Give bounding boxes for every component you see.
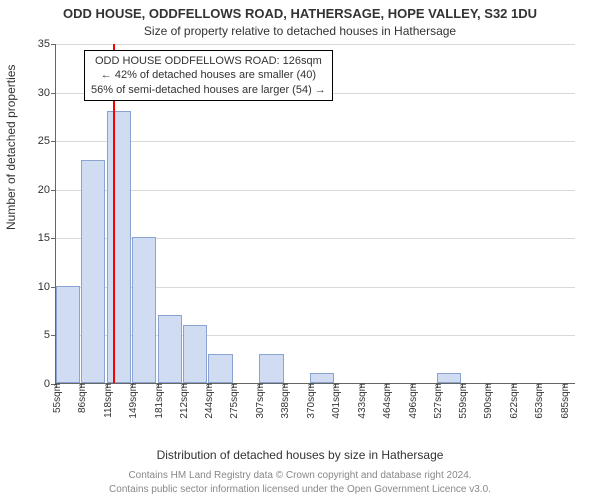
xtick-label: 590sqm: [483, 383, 494, 419]
title-sub: Size of property relative to detached ho…: [0, 24, 600, 38]
ytick-mark: [51, 44, 56, 45]
grid-line: [56, 141, 575, 142]
xtick-label: 307sqm: [255, 383, 266, 419]
ytick-mark: [51, 93, 56, 94]
grid-line: [56, 190, 575, 191]
ytick-mark: [51, 190, 56, 191]
xtick-label: 244sqm: [204, 383, 215, 419]
ytick-label: 30: [38, 87, 50, 99]
xtick-label: 149sqm: [128, 383, 139, 419]
histogram-bar: [310, 373, 334, 383]
footer-line2: Contains public sector information licen…: [0, 483, 600, 497]
ytick-label: 0: [44, 378, 50, 390]
xtick-label: 181sqm: [154, 383, 165, 419]
xtick-label: 464sqm: [382, 383, 393, 419]
ytick-label: 5: [44, 329, 50, 341]
y-axis-label: Number of detached properties: [4, 65, 18, 230]
xtick-label: 401sqm: [331, 383, 342, 419]
title-main: ODD HOUSE, ODDFELLOWS ROAD, HATHERSAGE, …: [0, 6, 600, 21]
xtick-label: 559sqm: [458, 383, 469, 419]
footer-text: Contains HM Land Registry data © Crown c…: [0, 469, 600, 496]
xtick-label: 55sqm: [52, 383, 63, 413]
xtick-label: 527sqm: [433, 383, 444, 419]
histogram-bar: [437, 373, 461, 383]
histogram-bar: [259, 354, 283, 383]
xtick-label: 433sqm: [357, 383, 368, 419]
xtick-label: 370sqm: [306, 383, 317, 419]
annotation-line2: ← 42% of detached houses are smaller (40…: [91, 68, 326, 82]
ytick-label: 15: [38, 232, 50, 244]
ytick-mark: [51, 238, 56, 239]
histogram-bar: [107, 111, 131, 383]
ytick-label: 35: [38, 38, 50, 50]
histogram-bar: [208, 354, 232, 383]
histogram-bar: [56, 286, 80, 383]
histogram-bar: [183, 325, 207, 383]
xtick-label: 212sqm: [179, 383, 190, 419]
histogram-bar: [132, 237, 156, 383]
ytick-mark: [51, 141, 56, 142]
ytick-label: 20: [38, 184, 50, 196]
chart-container: ODD HOUSE, ODDFELLOWS ROAD, HATHERSAGE, …: [0, 0, 600, 500]
ytick-label: 10: [38, 281, 50, 293]
xtick-label: 685sqm: [560, 383, 571, 419]
xtick-label: 653sqm: [534, 383, 545, 419]
annotation-line1: ODD HOUSE ODDFELLOWS ROAD: 126sqm: [91, 54, 326, 68]
x-axis-label: Distribution of detached houses by size …: [0, 448, 600, 462]
xtick-label: 496sqm: [408, 383, 419, 419]
xtick-label: 118sqm: [103, 383, 114, 418]
histogram-bar: [81, 160, 105, 383]
xtick-label: 338sqm: [280, 383, 291, 419]
plot-area: 0510152025303555sqm86sqm118sqm149sqm181s…: [55, 44, 575, 384]
footer-line1: Contains HM Land Registry data © Crown c…: [0, 469, 600, 483]
xtick-label: 86sqm: [77, 383, 88, 413]
xtick-label: 622sqm: [509, 383, 520, 419]
ytick-label: 25: [38, 135, 50, 147]
histogram-bar: [158, 315, 182, 383]
grid-line: [56, 44, 575, 45]
xtick-label: 275sqm: [229, 383, 240, 419]
annotation-box: ODD HOUSE ODDFELLOWS ROAD: 126sqm ← 42% …: [84, 50, 333, 101]
annotation-line3: 56% of semi-detached houses are larger (…: [91, 83, 326, 97]
